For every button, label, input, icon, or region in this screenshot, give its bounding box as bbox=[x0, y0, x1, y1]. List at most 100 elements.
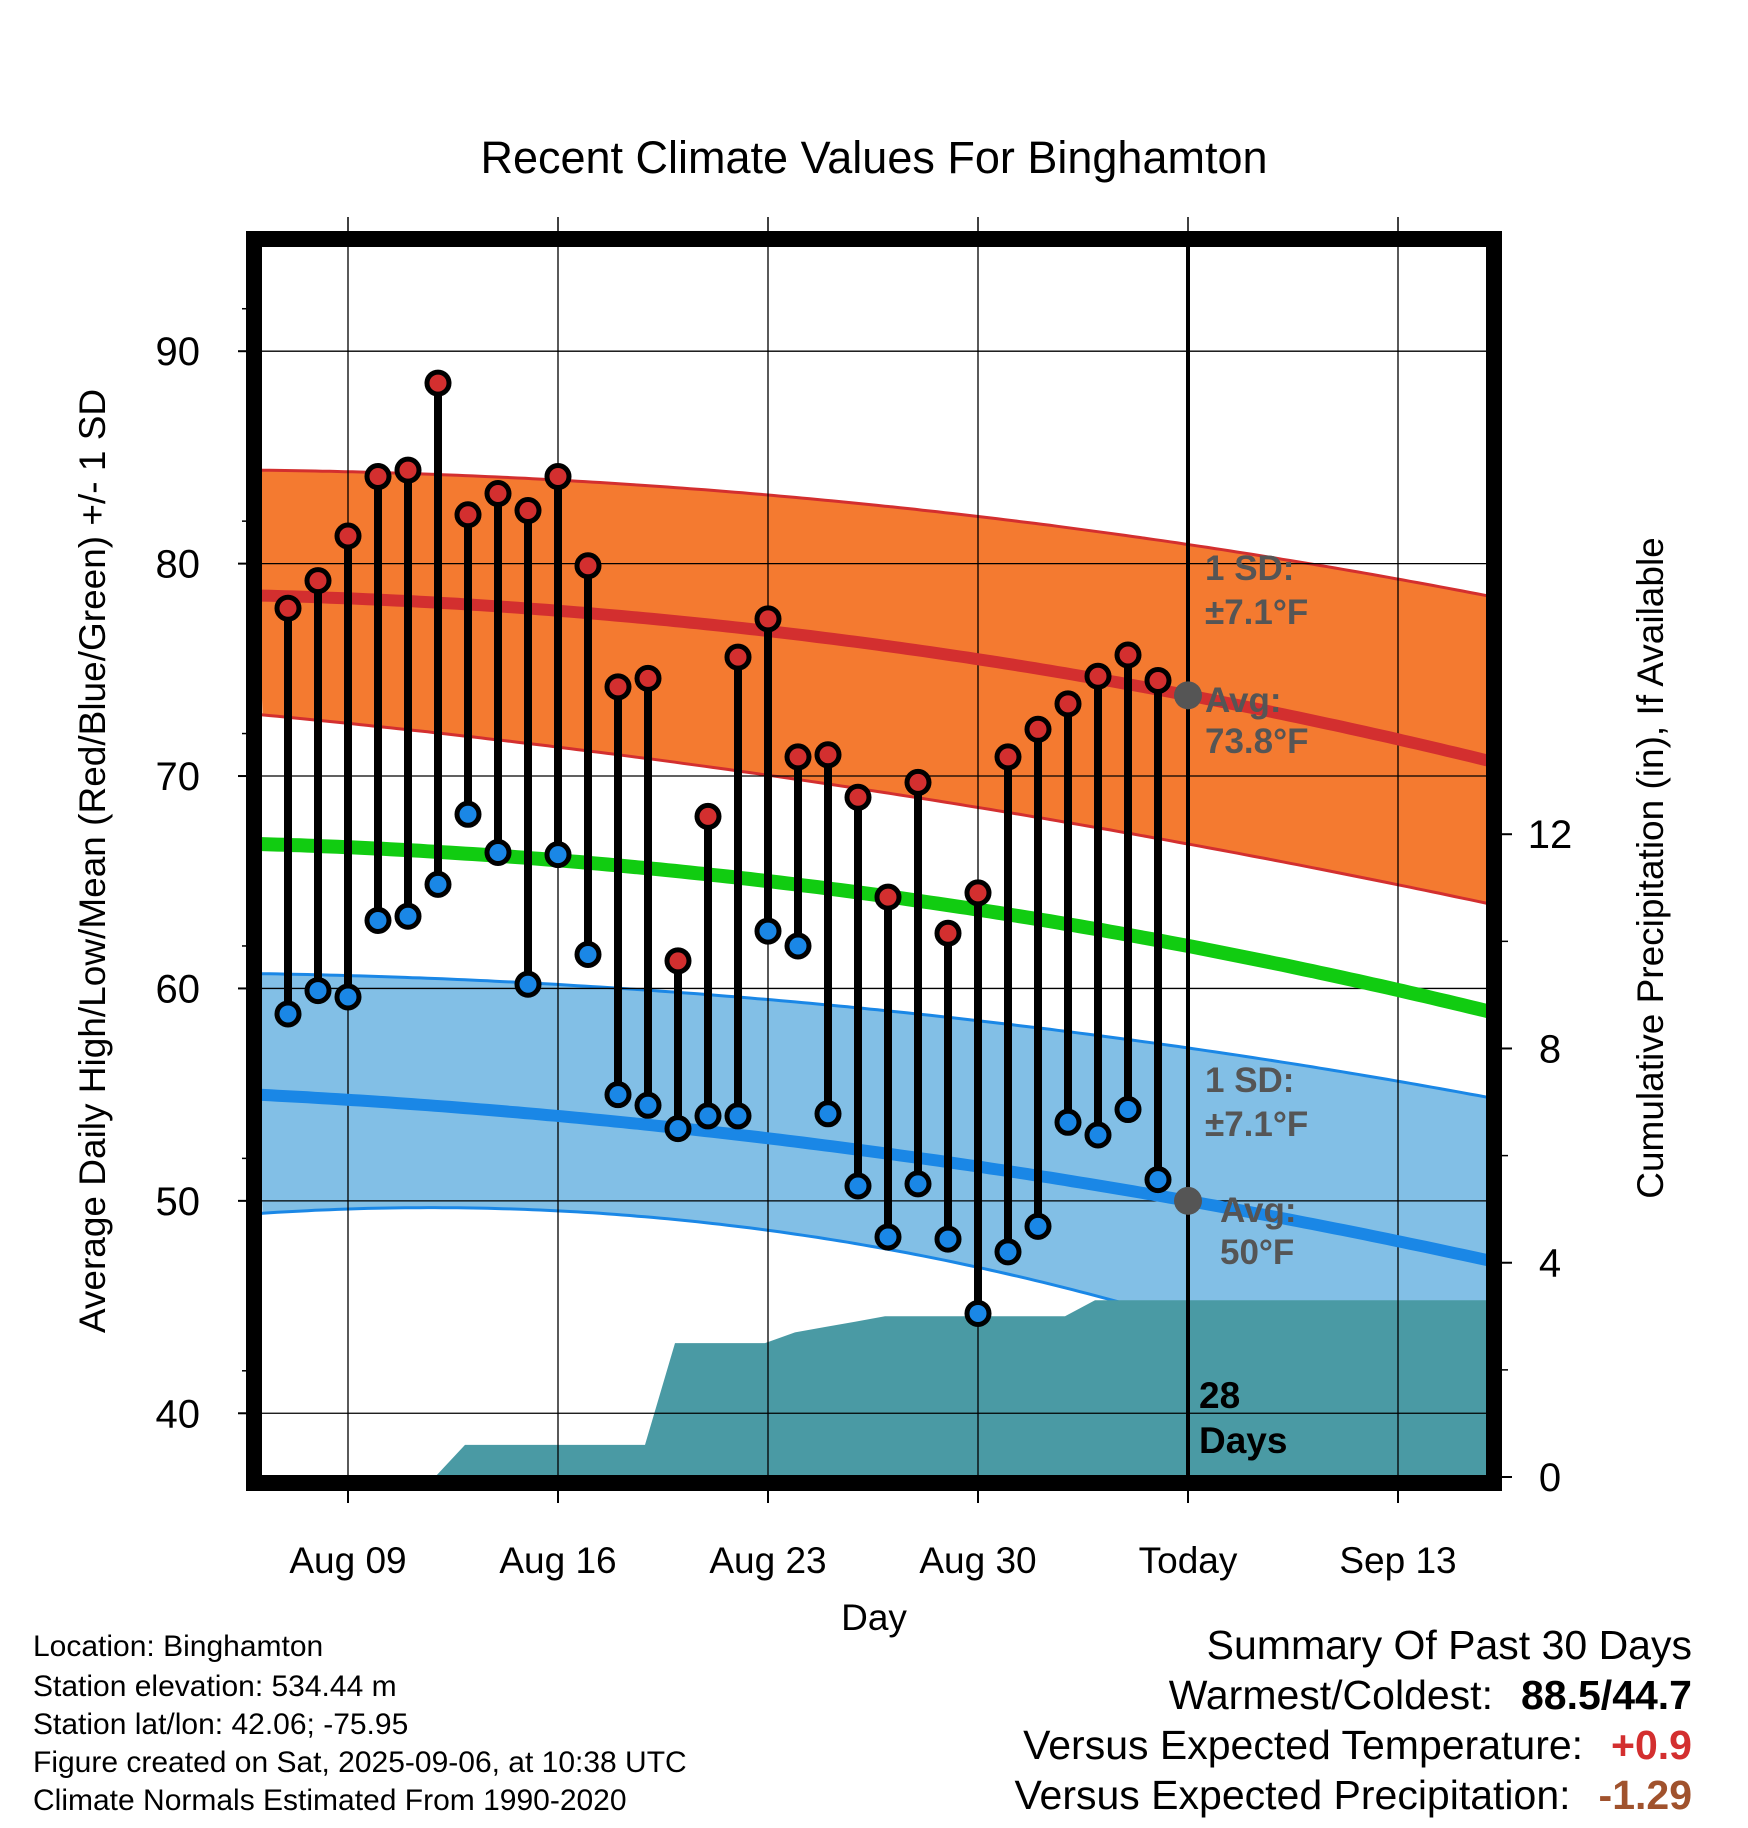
high-sd-label: 1 SD: bbox=[1205, 549, 1294, 588]
high-point-3 bbox=[364, 463, 392, 491]
high-point-15 bbox=[724, 643, 752, 671]
x-axis-title: Day bbox=[841, 1597, 907, 1638]
low-point-8 bbox=[514, 970, 542, 998]
high-point-11 bbox=[604, 673, 632, 701]
high-point-20 bbox=[874, 883, 902, 911]
x-tick-label-2: Aug 23 bbox=[709, 1540, 826, 1581]
high-point-9 bbox=[544, 463, 572, 491]
high-point-6 bbox=[454, 501, 482, 529]
y-axis-title: Average Daily High/Low/Mean (Red/Blue/Gr… bbox=[72, 389, 113, 1333]
summary-warmest-row: Warmest/Coldest: 88.5/44.7 bbox=[1169, 1672, 1692, 1719]
high-point-19 bbox=[844, 783, 872, 811]
low-point-7 bbox=[484, 839, 512, 867]
high-point-12 bbox=[634, 664, 662, 692]
y-tick-label-5: 90 bbox=[156, 330, 201, 374]
high-point-27 bbox=[1084, 662, 1112, 690]
low-point-10 bbox=[574, 940, 602, 968]
created-text: Figure created on Sat, 2025-09-06, at 10… bbox=[33, 1746, 687, 1779]
high-avg-value: 73.8°F bbox=[1205, 722, 1309, 761]
low-point-28 bbox=[1114, 1096, 1142, 1124]
temp-value: +0.9 bbox=[1611, 1722, 1692, 1768]
high-point-8 bbox=[514, 497, 542, 525]
high-point-14 bbox=[694, 802, 722, 830]
high-point-23 bbox=[964, 879, 992, 907]
low-point-0 bbox=[274, 1000, 302, 1028]
high-point-5 bbox=[424, 369, 452, 397]
x-tick-label-0: Aug 09 bbox=[289, 1540, 406, 1581]
high-point-7 bbox=[484, 480, 512, 508]
low-point-27 bbox=[1084, 1121, 1112, 1149]
low-point-9 bbox=[544, 841, 572, 869]
normal-high-line bbox=[260, 589, 1488, 767]
high-sd-upper-line bbox=[260, 468, 1488, 598]
high-point-21 bbox=[904, 768, 932, 796]
y-tick-label-3: 70 bbox=[156, 755, 201, 799]
high-point-22 bbox=[934, 919, 962, 947]
summary-precip-row: Versus Expected Precipitation: -1.29 bbox=[1014, 1772, 1692, 1819]
low-point-20 bbox=[874, 1223, 902, 1251]
low-point-2 bbox=[334, 983, 362, 1011]
x-tick-label-1: Aug 16 bbox=[499, 1540, 616, 1581]
low-point-16 bbox=[754, 917, 782, 945]
precip-value: -1.29 bbox=[1598, 1772, 1692, 1818]
low-avg-value: 50°F bbox=[1220, 1233, 1294, 1272]
today-normal-high-dot bbox=[1174, 681, 1202, 710]
low-point-25 bbox=[1024, 1212, 1052, 1240]
y2-tick-label-0: 0 bbox=[1539, 1456, 1561, 1500]
low-point-21 bbox=[904, 1170, 932, 1198]
low-sd-value: ±7.1°F bbox=[1205, 1105, 1308, 1144]
high-point-26 bbox=[1054, 690, 1082, 718]
y2-tick-label-3: 12 bbox=[1528, 813, 1573, 857]
summary-title: Summary Of Past 30 Days bbox=[1206, 1622, 1692, 1668]
low-sd-label: 1 SD: bbox=[1205, 1061, 1294, 1100]
summary-temp-row: Versus Expected Temperature: +0.9 bbox=[1023, 1722, 1692, 1769]
low-point-3 bbox=[364, 906, 392, 934]
elevation-text: Station elevation: 534.44 m bbox=[33, 1670, 397, 1703]
low-point-11 bbox=[604, 1081, 632, 1109]
location-text: Location: Binghamton bbox=[33, 1630, 324, 1663]
high-point-17 bbox=[784, 743, 812, 771]
high-sd-lower-line bbox=[260, 713, 1488, 906]
x-tick-label-4: Today bbox=[1139, 1540, 1238, 1581]
low-point-15 bbox=[724, 1102, 752, 1130]
high-point-18 bbox=[814, 741, 842, 769]
low-point-24 bbox=[994, 1238, 1022, 1266]
low-point-18 bbox=[814, 1100, 842, 1128]
high-point-28 bbox=[1114, 641, 1142, 669]
low-point-23 bbox=[964, 1299, 992, 1327]
high-point-24 bbox=[994, 743, 1022, 771]
warmest-label: Warmest/Coldest: bbox=[1168, 1672, 1493, 1718]
high-point-16 bbox=[754, 605, 782, 633]
normals-text: Climate Normals Estimated From 1990-2020 bbox=[33, 1784, 627, 1817]
today-normal-low-dot bbox=[1174, 1186, 1202, 1215]
low-point-13 bbox=[664, 1115, 692, 1143]
low-point-14 bbox=[694, 1102, 722, 1130]
normal-low-line bbox=[260, 1088, 1488, 1267]
y2-tick-label-1: 4 bbox=[1539, 1242, 1561, 1286]
plot-frame bbox=[246, 231, 1502, 1491]
low-point-26 bbox=[1054, 1108, 1082, 1136]
coldest-value: 44.7 bbox=[1612, 1672, 1692, 1718]
low-point-29 bbox=[1144, 1166, 1172, 1194]
latlon-text: Station lat/lon: 42.06; -75.95 bbox=[33, 1708, 409, 1741]
high-point-4 bbox=[394, 456, 422, 484]
y-tick-label-1: 50 bbox=[156, 1180, 201, 1224]
low-avg-label: Avg: bbox=[1220, 1191, 1296, 1230]
high-point-0 bbox=[274, 594, 302, 622]
chart-title: Recent Climate Values For Binghamton bbox=[480, 132, 1267, 183]
precip-days-count: 28 bbox=[1199, 1375, 1240, 1416]
high-point-29 bbox=[1144, 666, 1172, 694]
low-point-17 bbox=[784, 932, 812, 960]
low-point-4 bbox=[394, 902, 422, 930]
low-point-22 bbox=[934, 1225, 962, 1253]
plot-area bbox=[260, 245, 1488, 1477]
temp-label: Versus Expected Temperature: bbox=[1023, 1722, 1584, 1768]
y2-tick-label-2: 8 bbox=[1539, 1027, 1561, 1071]
low-point-19 bbox=[844, 1172, 872, 1200]
high-sd-value: ±7.1°F bbox=[1205, 593, 1308, 632]
low-point-1 bbox=[304, 977, 332, 1005]
high-sd-band bbox=[260, 470, 1488, 904]
high-point-25 bbox=[1024, 715, 1052, 743]
low-point-5 bbox=[424, 870, 452, 898]
